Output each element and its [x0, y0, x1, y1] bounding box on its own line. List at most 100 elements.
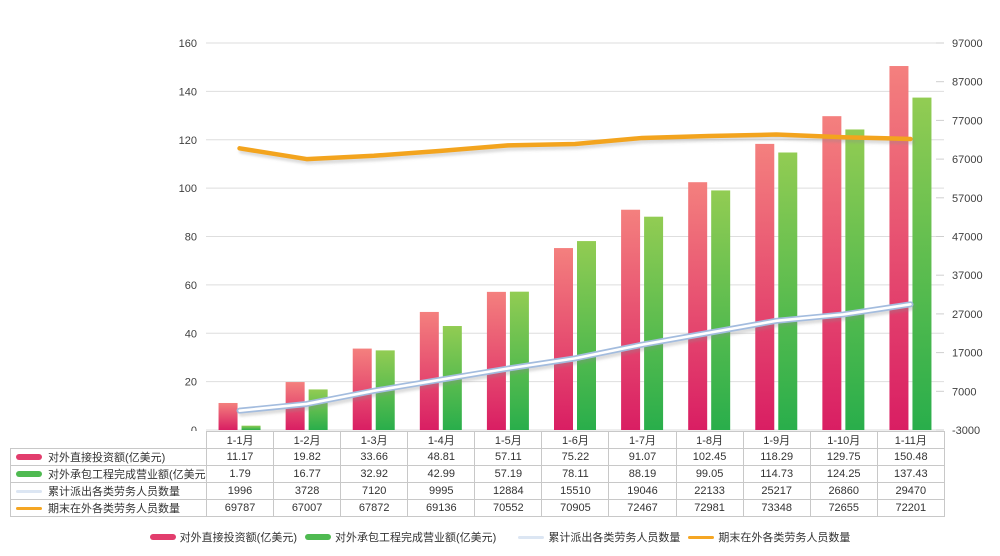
table-category-header: 1-3月 [340, 431, 409, 449]
left-axis-tick-label: 120 [179, 135, 197, 147]
table-category-header: 1-10月 [809, 431, 878, 449]
legend-label: 期末在外各类劳务人员数量 [718, 532, 851, 544]
table-value-cell: 118.29 [742, 448, 811, 466]
bar-series-0-cat-0 [218, 402, 238, 430]
table-value-cell: 70552 [474, 499, 543, 517]
series-swatch-icon [16, 471, 42, 477]
right-axis-tick-label: 67000 [952, 154, 983, 166]
table-series-row: 期末在外各类劳务人员数量 69787 67007 67872 69136 70552 709… [10, 499, 945, 517]
table-series-label: 对外直接投资额(亿美元) [48, 452, 166, 464]
table-value-cell: 42.99 [407, 465, 476, 483]
left-axis-tick-label: 80 [185, 232, 197, 244]
table-series-label: 期末在外各类劳务人员数量 [48, 503, 180, 515]
legend-swatch-icon [305, 534, 331, 540]
table-value-cell: 150.48 [876, 448, 945, 466]
table-value-cell: 9995 [407, 482, 476, 500]
left-axis-tick-label: 20 [185, 377, 197, 389]
table-category-header: 1-9月 [742, 431, 811, 449]
right-axis-tick-label: 77000 [952, 115, 983, 127]
data-line-highlight [238, 303, 912, 412]
table-value-cell: 12884 [474, 482, 543, 500]
table-value-cell: 11.17 [205, 448, 275, 466]
bar-series-1-cat-0 [241, 425, 261, 430]
bar-series-0-cat-5 [554, 248, 573, 430]
table-value-cell: 124.25 [809, 465, 878, 483]
table-category-header: 1-1月 [205, 431, 275, 449]
bar-series-0-cat-2 [352, 348, 372, 430]
table-corner-cell [11, 432, 207, 449]
table-value-cell: 72467 [608, 499, 677, 517]
table-value-cell: 78.11 [541, 465, 610, 483]
table-series-row: 累计派出各类劳务人员数量 1996 3728 7120 9995 12884 15510 19… [10, 482, 945, 500]
legend-label: 累计派出各类劳务人员数量 [548, 532, 681, 544]
left-axis-tick-label: 60 [185, 280, 197, 292]
line-shadow [239, 135, 915, 165]
legend-swatch-icon [688, 535, 715, 539]
table-category-header: 1-8月 [675, 431, 744, 449]
table-category-header: 1-6月 [541, 431, 610, 449]
series-swatch-icon [16, 489, 42, 493]
legend-item: 对外承包工程完成营业额(亿美元) [305, 529, 496, 545]
right-axis-tick-label: 47000 [952, 232, 983, 244]
bar-series-0-cat-8 [755, 143, 775, 431]
table-value-cell: 72981 [675, 499, 744, 517]
bar-series-0-cat-4 [486, 291, 506, 430]
table-value-cell: 57.19 [474, 465, 543, 483]
bar-series-0-cat-10 [889, 66, 909, 431]
table-value-cell: 7120 [340, 482, 409, 500]
right-axis-tick-label: 57000 [952, 193, 983, 205]
table-value-cell: 91.07 [608, 448, 677, 466]
legend-item: 期末在外各类劳务人员数量 [688, 529, 850, 545]
table-value-cell: 67007 [273, 499, 342, 517]
left-axis-tick-label: 100 [179, 183, 197, 195]
table-value-cell: 32.92 [340, 465, 409, 483]
table-series-row: 对外直接投资额(亿美元) 11.17 19.82 33.66 48.81 57.11 75.… [10, 448, 945, 466]
line-shadow [238, 304, 916, 417]
table-value-cell: 69136 [407, 499, 476, 517]
table-value-cell: 114.73 [742, 465, 811, 483]
table-value-cell: 75.22 [541, 448, 610, 466]
bar-series-0-cat-9 [822, 116, 842, 431]
table-value-cell: 19.82 [273, 448, 342, 466]
bar-series-1-cat-8 [778, 152, 798, 430]
bar-series-0-cat-6 [621, 209, 641, 430]
table-value-cell: 22133 [675, 482, 744, 500]
table-value-cell: 1996 [205, 482, 275, 500]
left-axis-tick-label: 40 [185, 328, 197, 340]
table-category-header: 1-11月 [876, 431, 945, 449]
chart-legend: 对外直接投资额(亿美元) 对外承包工程完成营业额(亿美元) 累计派出各类劳务人员数量… [0, 529, 1000, 545]
legend-label: 对外直接投资额(亿美元) [179, 532, 297, 544]
table-series-label-cell: 期末在外各类劳务人员数量 [10, 499, 207, 517]
table-series-label-cell: 累计派出各类劳务人员数量 [10, 482, 207, 500]
chart-data-table: 1-1月 1-2月 1-3月 1-4月 1-5月 1-6月 1-7月 1-8月 1-9月 1-10… [10, 431, 945, 517]
table-series-label-cell: 对外直接投资额(亿美元) [10, 448, 207, 466]
bar-series-1-cat-7 [711, 190, 731, 430]
table-category-header: 1-2月 [273, 431, 342, 449]
data-line [237, 132, 913, 162]
table-series-row: 对外承包工程完成营业额(亿美元) 1.79 16.77 32.92 42.99 57.19… [10, 465, 945, 483]
table-value-cell: 16.77 [273, 465, 342, 483]
right-axis-tick-label: 7000 [952, 386, 976, 398]
right-axis-tick-label: 17000 [952, 348, 983, 360]
left-axis-tick-label: 140 [179, 86, 197, 98]
table-value-cell: 48.81 [407, 448, 476, 466]
table-header-row: 1-1月 1-2月 1-3月 1-4月 1-5月 1-6月 1-7月 1-8月 1-9月 1-10… [11, 431, 945, 449]
table-category-header: 1-5月 [474, 431, 543, 449]
right-axis-tick-label: 37000 [952, 270, 983, 282]
right-axis-tick-label: 97000 [952, 38, 983, 50]
table-value-cell: 67872 [340, 499, 409, 517]
legend-label: 对外承包工程完成营业额(亿美元) [335, 532, 497, 544]
table-value-cell: 88.19 [608, 465, 677, 483]
table-value-cell: 72655 [809, 499, 878, 517]
legend-swatch-icon [518, 535, 545, 539]
bar-series-1-cat-10 [912, 97, 932, 430]
table-value-cell: 70905 [541, 499, 610, 517]
bar-series-1-cat-6 [644, 216, 664, 430]
table-series-label-cell: 对外承包工程完成营业额(亿美元) [10, 465, 207, 483]
legend-item: 累计派出各类劳务人员数量 [518, 529, 680, 545]
left-axis-tick-label: 160 [179, 38, 197, 50]
table-value-cell: 19046 [608, 482, 677, 500]
table-value-cell: 26860 [809, 482, 878, 500]
table-value-cell: 57.11 [474, 448, 543, 466]
